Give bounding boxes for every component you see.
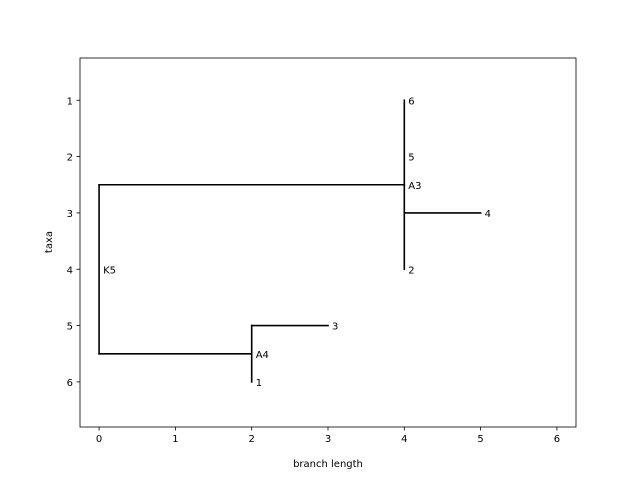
x-tick-label: 1 bbox=[172, 434, 178, 445]
node-label: A3 bbox=[408, 181, 421, 192]
node-label: A4 bbox=[256, 350, 269, 361]
y-tick-label: 4 bbox=[67, 265, 73, 276]
y-axis-ticks: 1 2 3 4 5 6 bbox=[67, 96, 80, 389]
node-labels: 6 5 A3 4 2 K5 3 A4 1 bbox=[103, 96, 491, 389]
y-axis-label: taxa bbox=[44, 231, 55, 253]
y-tick-label: 3 bbox=[67, 209, 73, 220]
node-label: 3 bbox=[332, 322, 338, 333]
x-axis-ticks: 0 1 2 3 4 5 6 bbox=[96, 427, 560, 445]
x-tick-label: 3 bbox=[325, 434, 331, 445]
node-label: 1 bbox=[256, 378, 262, 389]
x-tick-label: 6 bbox=[554, 434, 560, 445]
node-label: 5 bbox=[408, 153, 414, 164]
y-tick-label: 6 bbox=[67, 378, 73, 389]
node-label: K5 bbox=[103, 265, 116, 276]
y-tick-label: 5 bbox=[67, 322, 73, 333]
x-tick-label: 0 bbox=[96, 434, 102, 445]
x-tick-label: 5 bbox=[477, 434, 483, 445]
x-tick-label: 4 bbox=[401, 434, 407, 445]
y-tick-label: 1 bbox=[67, 96, 73, 107]
y-tick-label: 2 bbox=[67, 153, 73, 164]
node-label: 6 bbox=[408, 96, 414, 107]
plot-frame bbox=[79, 57, 577, 428]
x-axis-label: branch length bbox=[293, 459, 363, 470]
node-label: 4 bbox=[485, 209, 491, 220]
node-label: 2 bbox=[408, 265, 414, 276]
branches bbox=[98, 99, 482, 383]
x-tick-label: 2 bbox=[249, 434, 255, 445]
